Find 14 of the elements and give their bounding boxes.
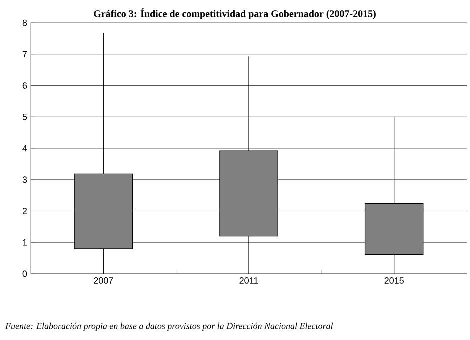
y-tick-label: 1: [23, 240, 28, 246]
source-note: Fuente: Elaboración propia en base a datos provistos por la Dirección Nacional Electoral: [5, 322, 334, 332]
y-tick-label: 0: [22, 270, 28, 278]
y-tick-label: 3: [22, 176, 28, 184]
y-tick-label: 5: [22, 114, 28, 120]
x-tick-label: 2015: [384, 278, 404, 284]
y-tick-label: 7: [22, 51, 28, 58]
y-tick-label: 4: [22, 145, 28, 152]
chart-title: Gráfico 3: Índice de competitividad para Gobernador (2007-2015): [94, 8, 376, 20]
x-tick-label: 2007: [94, 278, 114, 284]
y-tick-label: 8: [22, 20, 28, 26]
x-tick-label: 2011: [240, 278, 258, 284]
y-tick-label: 2: [22, 208, 28, 214]
y-tick-label: 6: [22, 82, 28, 89]
